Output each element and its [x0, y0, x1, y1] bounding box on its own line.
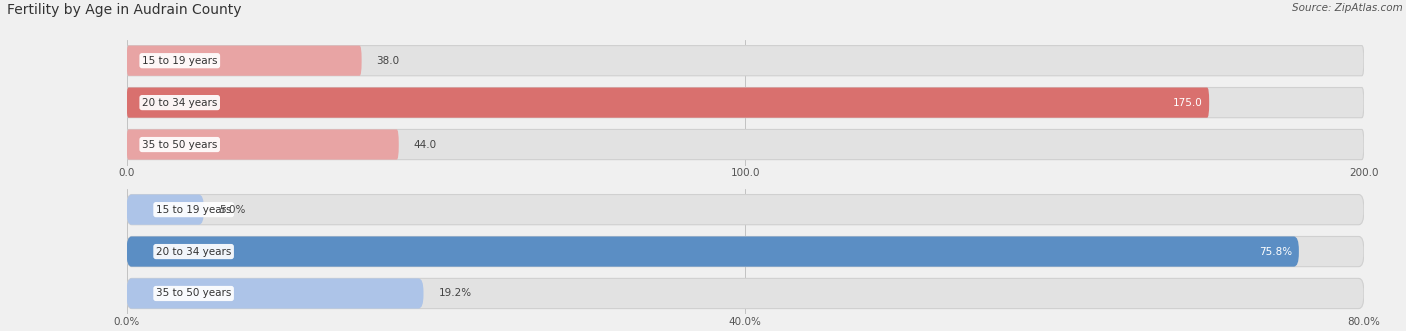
- Text: 38.0: 38.0: [377, 56, 399, 66]
- FancyBboxPatch shape: [127, 129, 399, 160]
- Text: 35 to 50 years: 35 to 50 years: [156, 289, 232, 299]
- Text: 175.0: 175.0: [1173, 98, 1204, 108]
- Text: Fertility by Age in Audrain County: Fertility by Age in Audrain County: [7, 3, 242, 17]
- Text: 15 to 19 years: 15 to 19 years: [142, 56, 218, 66]
- Text: 35 to 50 years: 35 to 50 years: [142, 140, 218, 150]
- Text: 15 to 19 years: 15 to 19 years: [156, 205, 232, 214]
- FancyBboxPatch shape: [127, 195, 1364, 225]
- Text: Source: ZipAtlas.com: Source: ZipAtlas.com: [1292, 3, 1403, 13]
- Text: 20 to 34 years: 20 to 34 years: [156, 247, 232, 257]
- Text: 5.0%: 5.0%: [219, 205, 245, 214]
- FancyBboxPatch shape: [127, 236, 1364, 267]
- FancyBboxPatch shape: [127, 129, 1364, 160]
- FancyBboxPatch shape: [127, 278, 423, 308]
- Text: 19.2%: 19.2%: [439, 289, 471, 299]
- Text: 20 to 34 years: 20 to 34 years: [142, 98, 218, 108]
- FancyBboxPatch shape: [127, 87, 1364, 118]
- FancyBboxPatch shape: [127, 278, 1364, 308]
- FancyBboxPatch shape: [127, 46, 1364, 76]
- FancyBboxPatch shape: [127, 46, 361, 76]
- FancyBboxPatch shape: [127, 87, 1209, 118]
- Text: 75.8%: 75.8%: [1260, 247, 1292, 257]
- FancyBboxPatch shape: [127, 195, 204, 225]
- Text: 44.0: 44.0: [413, 140, 437, 150]
- FancyBboxPatch shape: [127, 236, 1299, 267]
